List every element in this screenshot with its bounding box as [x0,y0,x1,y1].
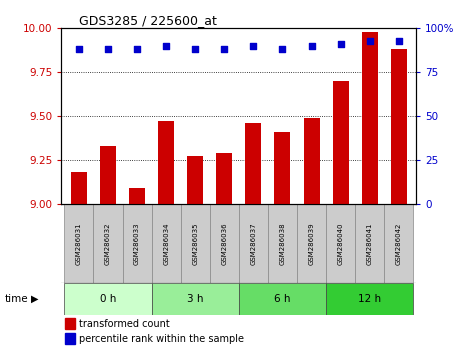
Bar [216,153,232,204]
Text: GSM286037: GSM286037 [250,222,256,265]
Bar [333,81,349,204]
Text: ▶: ▶ [31,294,38,304]
Bar [71,172,87,204]
Bar [391,49,407,204]
Text: percentile rank within the sample: percentile rank within the sample [79,333,244,344]
Point [395,38,403,44]
Bar [129,188,145,204]
Text: GSM286035: GSM286035 [192,222,198,265]
Text: GSM286038: GSM286038 [280,222,286,265]
Bar [239,204,268,283]
Point [133,46,141,52]
Bar [100,146,116,204]
Text: GSM286034: GSM286034 [163,222,169,265]
Point [192,46,199,52]
Point [104,46,112,52]
Point [250,43,257,48]
Text: GDS3285 / 225600_at: GDS3285 / 225600_at [79,14,217,27]
Point [75,46,83,52]
Text: 0 h: 0 h [100,294,116,304]
Text: time: time [5,294,28,304]
Bar [123,204,152,283]
Point [366,38,374,44]
Point [279,46,286,52]
Bar [187,156,203,204]
Point [220,46,228,52]
Text: GSM286041: GSM286041 [367,222,373,265]
Point [308,43,315,48]
Text: GSM286040: GSM286040 [338,222,344,265]
Bar [64,283,152,315]
Bar [65,333,75,344]
Bar [64,204,94,283]
Bar [65,318,75,329]
Bar [210,204,239,283]
Bar [152,204,181,283]
Text: 12 h: 12 h [358,294,381,304]
Bar [384,204,413,283]
Bar [326,204,355,283]
Bar [181,204,210,283]
Bar [355,204,384,283]
Text: GSM286039: GSM286039 [308,222,315,265]
Text: GSM286032: GSM286032 [105,222,111,265]
Bar [245,123,262,204]
Text: GSM286042: GSM286042 [396,222,402,264]
Bar [94,204,123,283]
Bar [239,283,326,315]
Bar [362,32,378,204]
Point [337,41,344,47]
Bar [158,121,174,204]
Text: GSM286036: GSM286036 [221,222,228,265]
Point [162,43,170,48]
Text: 3 h: 3 h [187,294,203,304]
Text: GSM286033: GSM286033 [134,222,140,265]
Bar [274,132,290,204]
Text: transformed count: transformed count [79,319,170,329]
Bar [297,204,326,283]
Bar [268,204,297,283]
Bar [304,118,320,204]
Bar [152,283,239,315]
Text: 6 h: 6 h [274,294,291,304]
Bar [326,283,413,315]
Text: GSM286031: GSM286031 [76,222,82,265]
